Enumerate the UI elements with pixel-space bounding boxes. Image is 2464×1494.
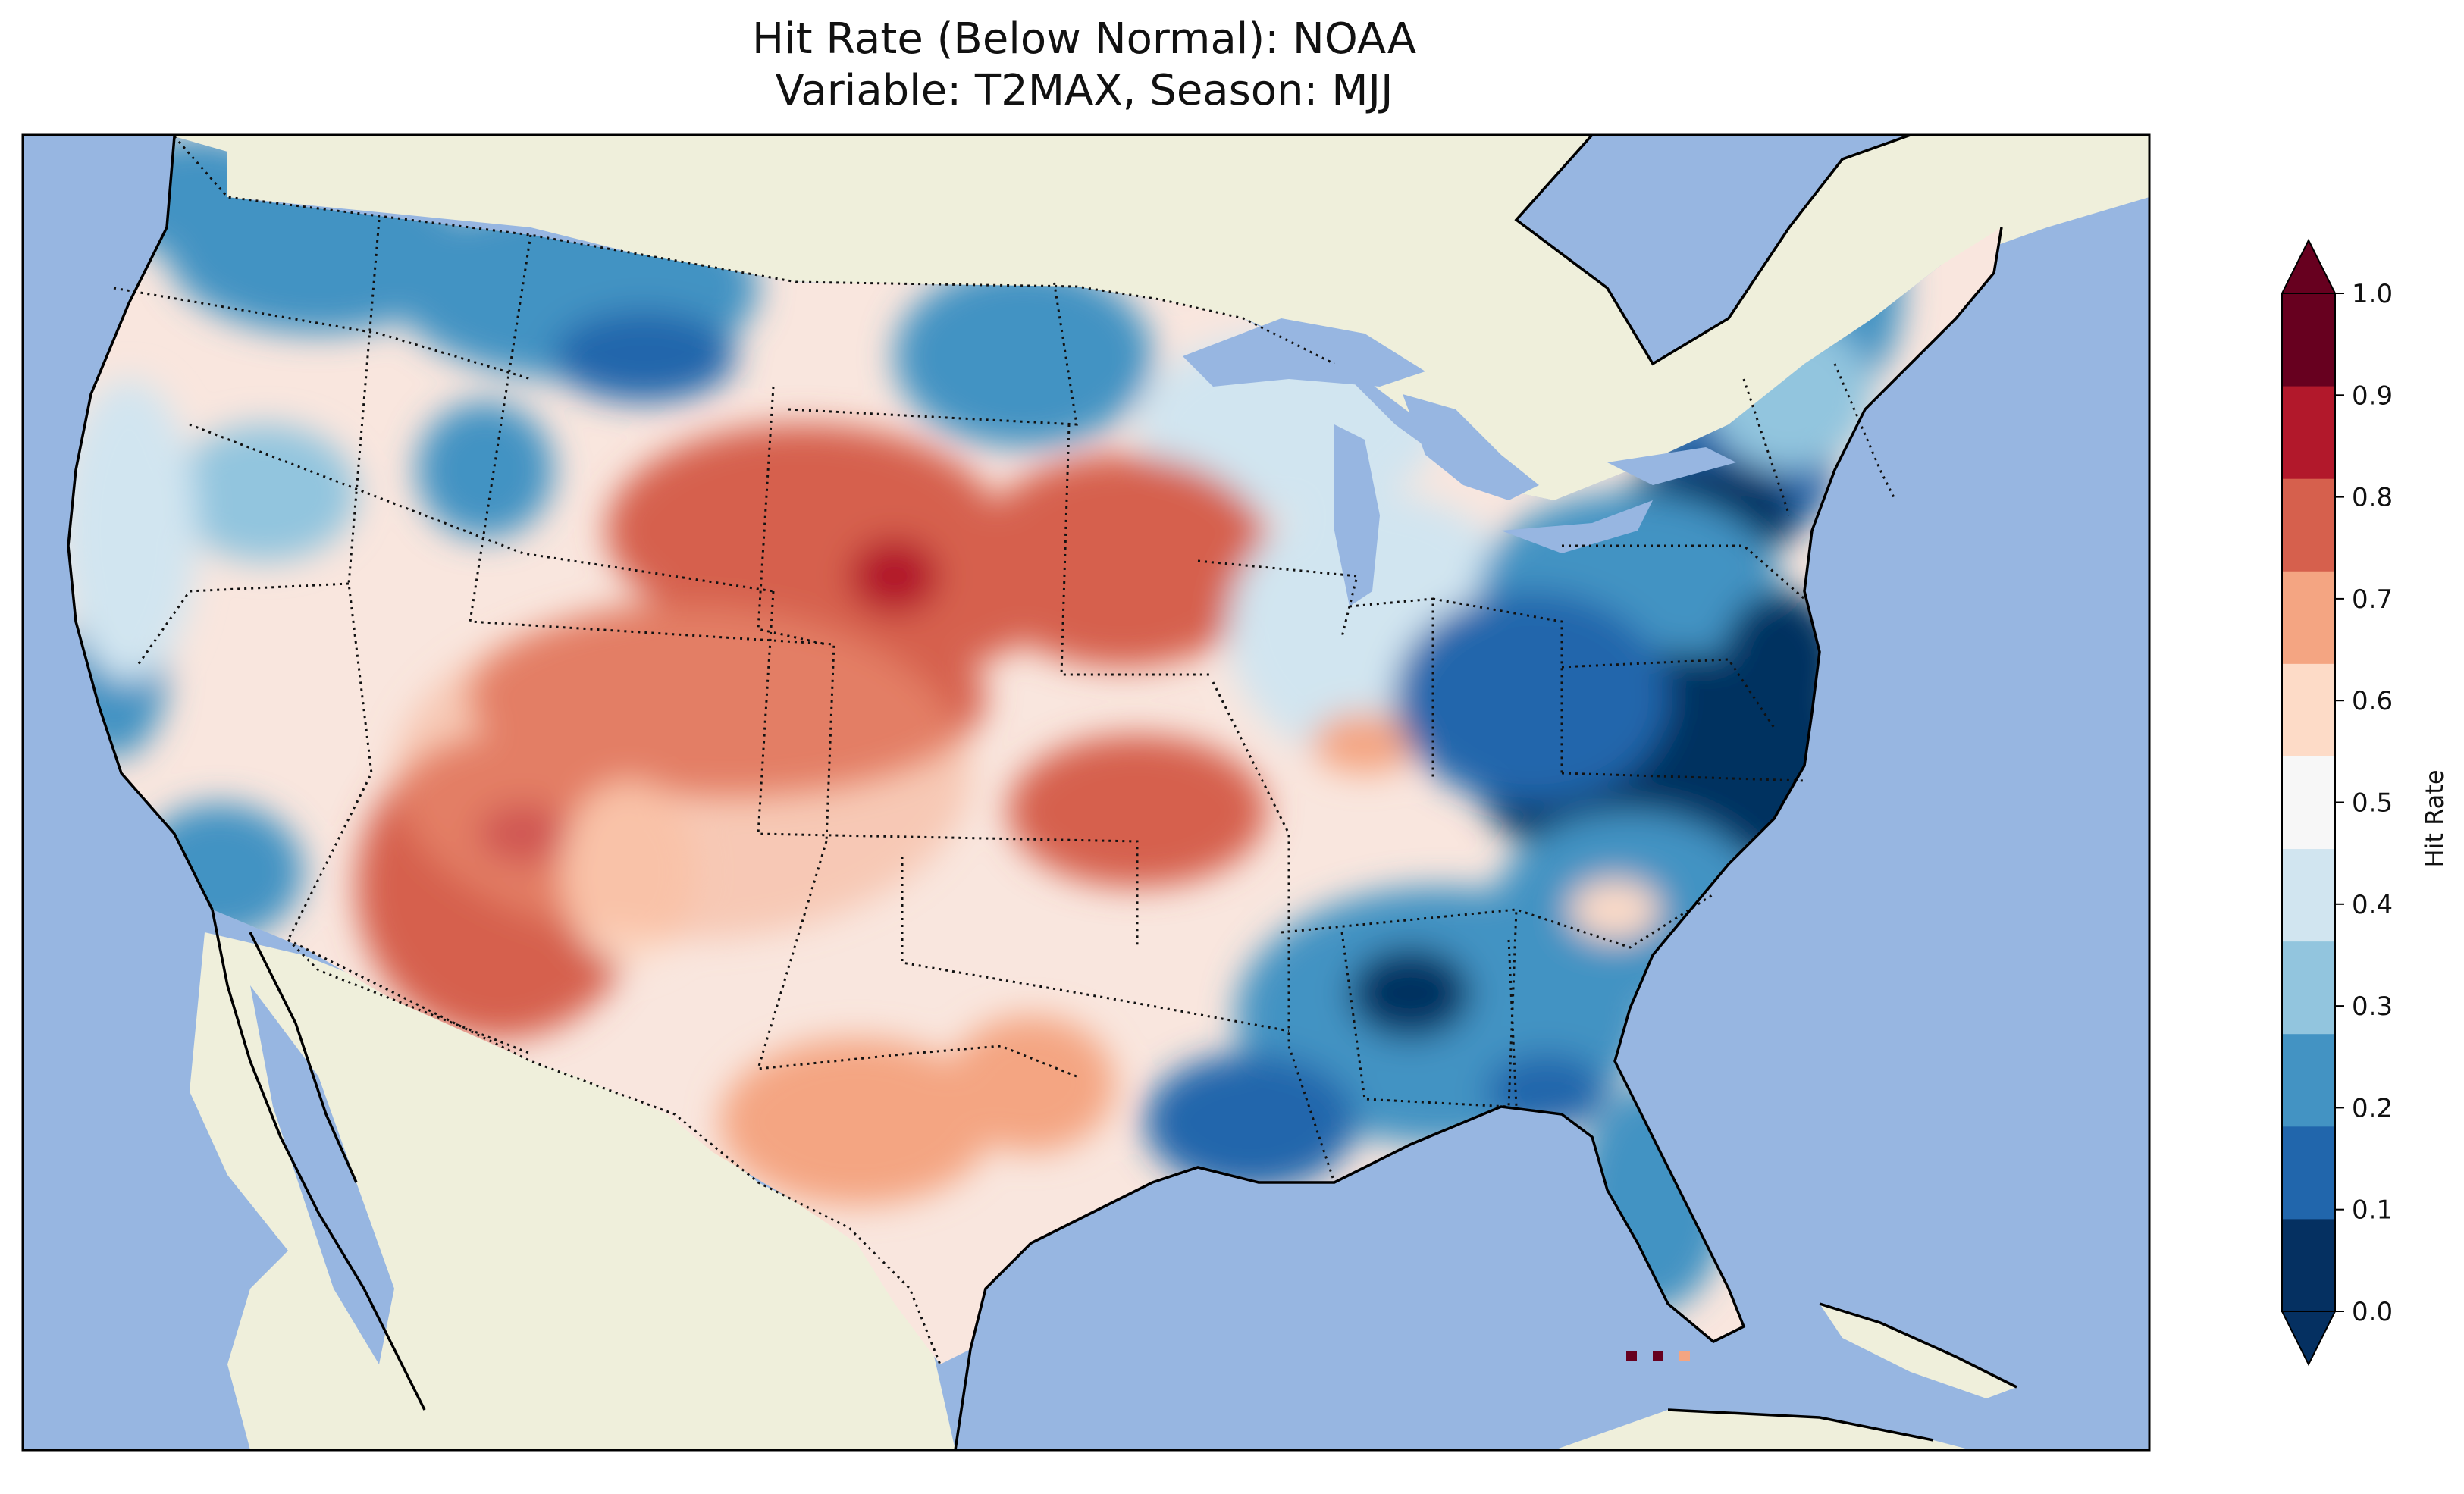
colorbar-segment bbox=[2282, 1218, 2335, 1312]
colorbar-tick-label: 0.8 bbox=[2352, 483, 2393, 513]
baja-gulf bbox=[250, 985, 394, 1364]
great-lakes bbox=[1183, 318, 1736, 606]
colorbar-tick-label: 0.9 bbox=[2352, 381, 2393, 411]
colorbar-segment bbox=[2282, 941, 2335, 1035]
chart-title: Hit Rate (Below Normal): NOAA Variable: … bbox=[0, 14, 2168, 117]
colorbar-segments bbox=[2281, 238, 2337, 1367]
colorbar-segment bbox=[2282, 663, 2335, 756]
coastlines bbox=[67, 135, 2017, 1450]
keys-mark-3 bbox=[1679, 1351, 1690, 1361]
colorbar-tick-label: 1.0 bbox=[2352, 279, 2393, 309]
title-line-2: Variable: T2MAX, Season: MJJ bbox=[775, 66, 1393, 115]
colorbar-ticks: 0.0 0.1 0.2 0.3 0.4 0.5 0.6 0.7 0.8 0.9 1.0 bbox=[2335, 279, 2393, 1327]
colorbar-label: Hit Rate bbox=[2420, 769, 2449, 867]
colorbar-tick-label: 0.1 bbox=[2352, 1195, 2393, 1226]
colorbar-tick-label: 0.3 bbox=[2352, 991, 2393, 1022]
south-land bbox=[1554, 1410, 1971, 1450]
colorbar-extend-max bbox=[2281, 238, 2337, 294]
colorbar-tick-label: 0.4 bbox=[2352, 890, 2393, 920]
colorbar-segment bbox=[2282, 1126, 2335, 1220]
colorbar-tick-label: 0.2 bbox=[2352, 1093, 2393, 1123]
colorbar-segment bbox=[2282, 478, 2335, 572]
title-line-1: Hit Rate (Below Normal): NOAA bbox=[751, 14, 1417, 64]
colorbar-segment bbox=[2282, 293, 2335, 387]
colorbar-tick-label: 0.6 bbox=[2352, 686, 2393, 716]
state-boundaries bbox=[113, 219, 1897, 1183]
colorbar-segment bbox=[2282, 386, 2335, 479]
colorbar-segment bbox=[2282, 848, 2335, 942]
colorbar-segment bbox=[2282, 1033, 2335, 1127]
colorbar-segment bbox=[2282, 571, 2335, 664]
map-frame bbox=[21, 133, 2151, 1452]
keys-mark-1 bbox=[1626, 1351, 1637, 1361]
colorbar-segment bbox=[2282, 756, 2335, 850]
keys-mark-2 bbox=[1653, 1351, 1663, 1361]
country-boundaries bbox=[173, 136, 1335, 1365]
colorbar-tick-label: 0.7 bbox=[2352, 584, 2393, 615]
canada-land bbox=[174, 135, 2149, 500]
cuba-land bbox=[1820, 1304, 2017, 1398]
colorbar-tick-label: 0.5 bbox=[2352, 788, 2393, 819]
colorbar-extend-min bbox=[2281, 1311, 2337, 1367]
colorbar-tick-label: 0.0 bbox=[2352, 1297, 2393, 1327]
